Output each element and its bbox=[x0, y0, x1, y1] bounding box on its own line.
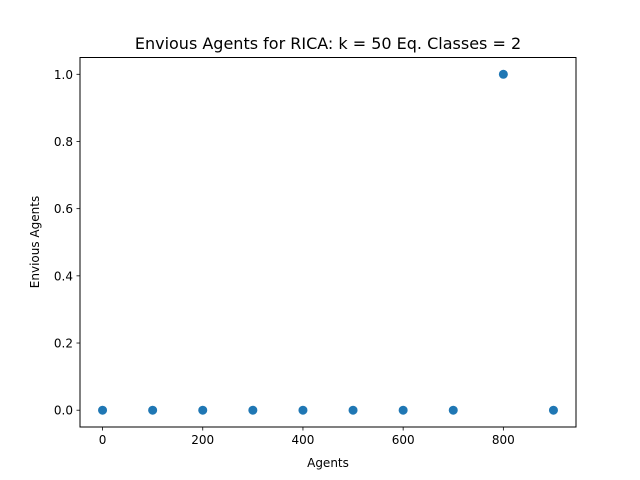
data-point bbox=[348, 405, 358, 415]
y-tick-label: 0.8 bbox=[54, 135, 73, 149]
data-points bbox=[98, 69, 558, 415]
y-tick-label: 0.0 bbox=[54, 404, 73, 418]
y-tick-label: 1.0 bbox=[54, 68, 73, 82]
x-tick-label: 800 bbox=[492, 433, 515, 447]
data-point bbox=[98, 405, 108, 415]
data-point bbox=[498, 69, 508, 79]
y-tick-label: 0.4 bbox=[54, 269, 73, 283]
x-tick-label: 0 bbox=[99, 433, 107, 447]
data-point bbox=[298, 405, 308, 415]
x-tick-label: 200 bbox=[191, 433, 214, 447]
data-point bbox=[398, 405, 408, 415]
data-point bbox=[148, 405, 158, 415]
x-axis-ticks: 0 200 400 600 800 bbox=[99, 427, 515, 447]
chart-title: Envious Agents for RICA: k = 50 Eq. Clas… bbox=[135, 34, 521, 53]
x-tick-label: 600 bbox=[392, 433, 415, 447]
y-tick-label: 0.2 bbox=[54, 337, 73, 351]
y-axis-ticks: 0.0 0.2 0.4 0.6 0.8 1.0 bbox=[54, 68, 80, 418]
y-axis-label: Envious Agents bbox=[28, 196, 42, 288]
data-point bbox=[448, 405, 458, 415]
plot-area-frame bbox=[79, 57, 577, 428]
data-point bbox=[248, 405, 258, 415]
data-point bbox=[548, 405, 558, 415]
data-point bbox=[198, 405, 208, 415]
y-tick-label: 0.6 bbox=[54, 202, 73, 216]
x-tick-label: 400 bbox=[291, 433, 314, 447]
x-axis-label: Agents bbox=[307, 456, 349, 470]
